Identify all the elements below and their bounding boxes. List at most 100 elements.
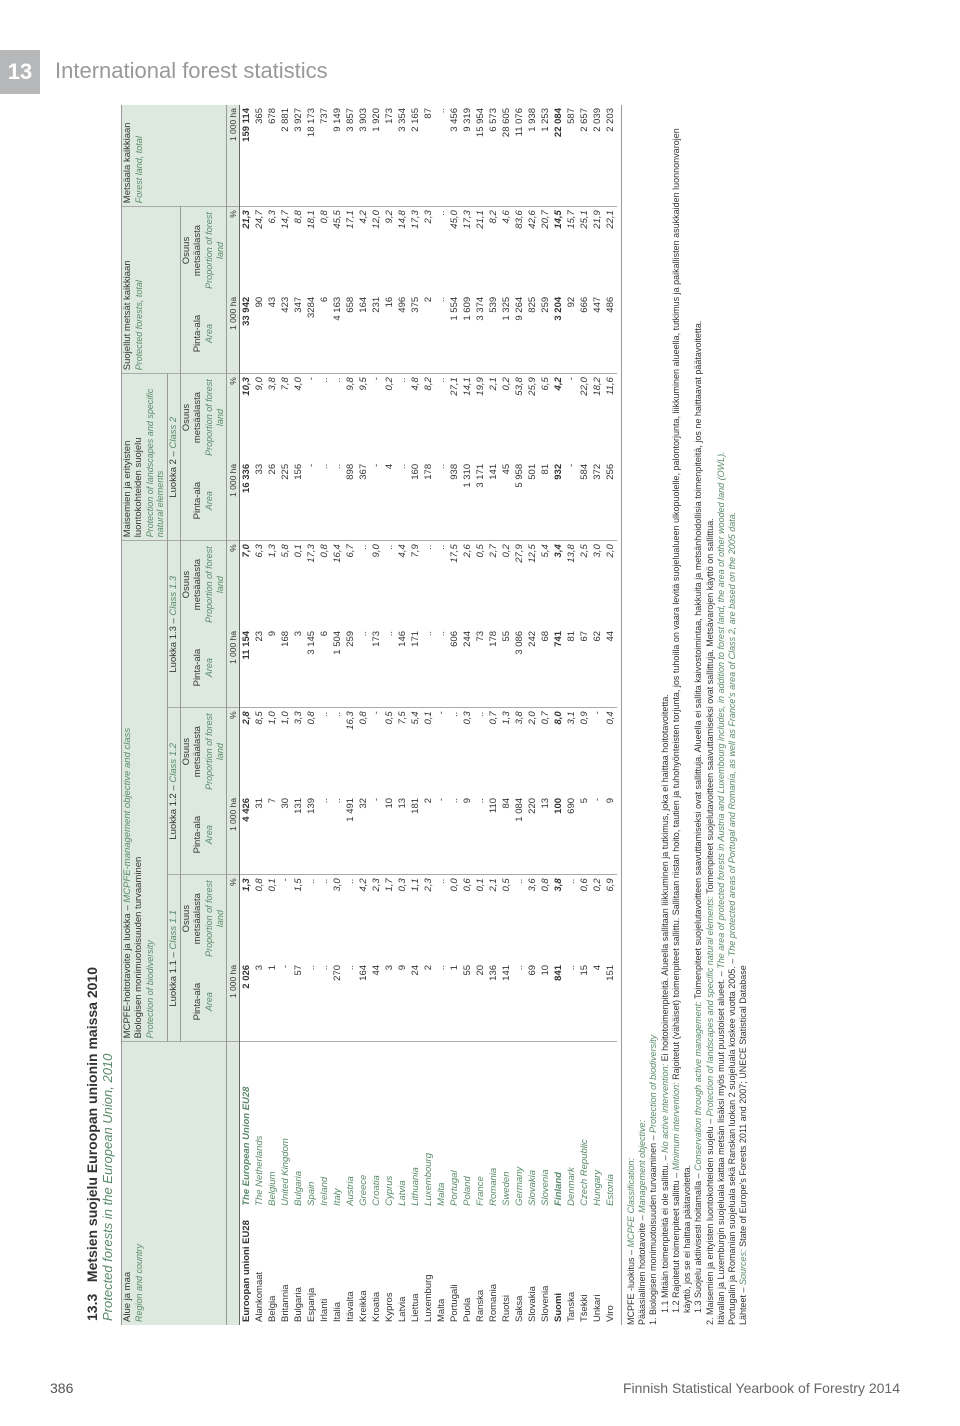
c11-en: Class 1.1 — [168, 910, 179, 950]
cell: Portugali — [448, 1209, 461, 1325]
hdr-mcpfe-en: MCPFE-management objective and class — [122, 728, 133, 903]
cell: 20,7 — [539, 207, 552, 294]
cell: 2,7 — [487, 541, 500, 628]
cell: .. — [422, 541, 435, 628]
cell: 2,0 — [604, 541, 617, 628]
area-fi-2: Pinta-ala — [192, 816, 203, 854]
cell: 4,2 — [357, 875, 370, 962]
rotated-page: 13.3 Metsien suojelu Euroopan unionin ma… — [80, 105, 880, 1325]
hdr-fl-fi: Metsäala kaikkiaan — [122, 122, 133, 203]
fn-src-b: State of Europe's Forests 2011 and 2007;… — [738, 965, 748, 1249]
cell: Croatia — [370, 1042, 383, 1209]
fn-l11-en: No active intervention: — [660, 1064, 670, 1153]
cell: Germany — [513, 1042, 526, 1209]
cell: 171 — [409, 628, 422, 708]
unit: 1 000 ha — [226, 461, 239, 541]
hdr-land-fi: Maisemien ja erityisten luontokohteiden … — [122, 437, 144, 537]
hdr-land-en: Protection of landscapes and specific na… — [145, 377, 166, 537]
cell: 9,5 — [357, 374, 370, 461]
cell: 2,3 — [370, 875, 383, 962]
fn-src: Lähteet – — [738, 1285, 748, 1325]
cell: 0,9 — [578, 708, 591, 795]
cell: 8,5 — [253, 708, 266, 795]
cell: 0,8 — [539, 875, 552, 962]
cell: Slovenia — [539, 1209, 552, 1325]
cell: - — [305, 461, 318, 541]
cell: 3 086 — [513, 628, 526, 708]
cell: 22,1 — [604, 207, 617, 294]
cell: 2,3 — [422, 875, 435, 962]
cell: 3 204 — [552, 294, 565, 374]
cell: 12,0 — [370, 207, 383, 294]
cell: 3 374 — [474, 294, 487, 374]
cell: Bulgaria — [292, 1209, 305, 1325]
table-row: EspanjaSpain....1390,83 14517,3--328418,… — [305, 105, 318, 1325]
cell: 4 — [591, 962, 604, 1042]
cell: 6 573 — [487, 105, 500, 207]
cell: 2 203 — [604, 105, 617, 207]
cell: 242 — [526, 628, 539, 708]
cell: 270 — [331, 962, 344, 1042]
cell: 110 — [487, 795, 500, 875]
cell: 347 — [292, 294, 305, 374]
cell: .. — [305, 962, 318, 1042]
page-number: 386 — [50, 1380, 73, 1396]
cell: 81 — [565, 628, 578, 708]
cell: - — [565, 461, 578, 541]
table-row: MaltaMalta....--.............. — [435, 105, 448, 1325]
cell: 3,4 — [552, 541, 565, 628]
cell: 3,8 — [552, 875, 565, 962]
cell: 0,8 — [318, 541, 331, 628]
cell: - — [305, 374, 318, 461]
table-row: RuotsiSweden1410,5841,3550,2450,21 3254,… — [500, 105, 513, 1325]
cell: 14,1 — [461, 374, 474, 461]
cell: Itävalta — [344, 1209, 357, 1325]
chapter-title: International forest statistics — [55, 58, 328, 84]
cell: Puola — [461, 1209, 474, 1325]
cell: 0,4 — [604, 708, 617, 795]
table-row: LatviaLatvia90,3137,51464,4....49614,83 … — [396, 105, 409, 1325]
unit: 1 000 ha — [226, 628, 239, 708]
cell: .. — [344, 875, 357, 962]
table-row: SlovakiaSlovakia693,62202,024212,550125,… — [526, 105, 539, 1325]
table-row: RomaniaRomania1362,11100,71782,71412,153… — [487, 105, 500, 1325]
cell: 606 — [448, 628, 461, 708]
cell: 2 — [422, 294, 435, 374]
cell: - — [370, 461, 383, 541]
cell: 16 336 — [239, 461, 253, 541]
cell: 92 — [565, 294, 578, 374]
cell: 10 — [383, 795, 396, 875]
cell: 0,3 — [396, 875, 409, 962]
cell: 178 — [422, 461, 435, 541]
cell: 5,4 — [409, 708, 422, 795]
cell: 43 — [266, 294, 279, 374]
fn-l13-en: Conservation through active management: — [693, 1001, 703, 1171]
cell: Tšekki — [578, 1209, 591, 1325]
cell: 30 — [279, 795, 292, 875]
c13-fi: Luokka 1.3 – — [168, 618, 179, 672]
cell: Viro — [604, 1209, 617, 1325]
cell: Poland — [461, 1042, 474, 1209]
cell: Romania — [487, 1209, 500, 1325]
cell: 3,0 — [331, 875, 344, 962]
cell: .. — [435, 461, 448, 541]
cell: 259 — [539, 294, 552, 374]
table-row: LuxemburgLuxembourg22,320,1....1788,222,… — [422, 105, 435, 1325]
hdr-bio-en: Protection of biodiversity — [145, 544, 155, 1038]
cell: 84 — [500, 795, 513, 875]
table-row: BelgiaBelgium10,171,091,3263,8436,3678 — [266, 105, 279, 1325]
cell: 73 — [474, 628, 487, 708]
cell: 17,3 — [461, 207, 474, 294]
cell: .. — [435, 294, 448, 374]
cell: .. — [318, 962, 331, 1042]
share-fi-1: Osuus metsäalasta — [181, 893, 203, 944]
cell: 12,5 — [526, 541, 539, 628]
cell: Liettua — [409, 1209, 422, 1325]
cell: 5,4 — [539, 541, 552, 628]
unit-pct: % — [226, 374, 239, 461]
cell: Espanja — [305, 1209, 318, 1325]
cell: .. — [513, 962, 526, 1042]
cell: 6,9 — [604, 875, 617, 962]
fn-n2-en: The protected areas of Portugal and Roma… — [727, 512, 737, 956]
cell: Euroopan unioni EU28 — [239, 1209, 253, 1325]
